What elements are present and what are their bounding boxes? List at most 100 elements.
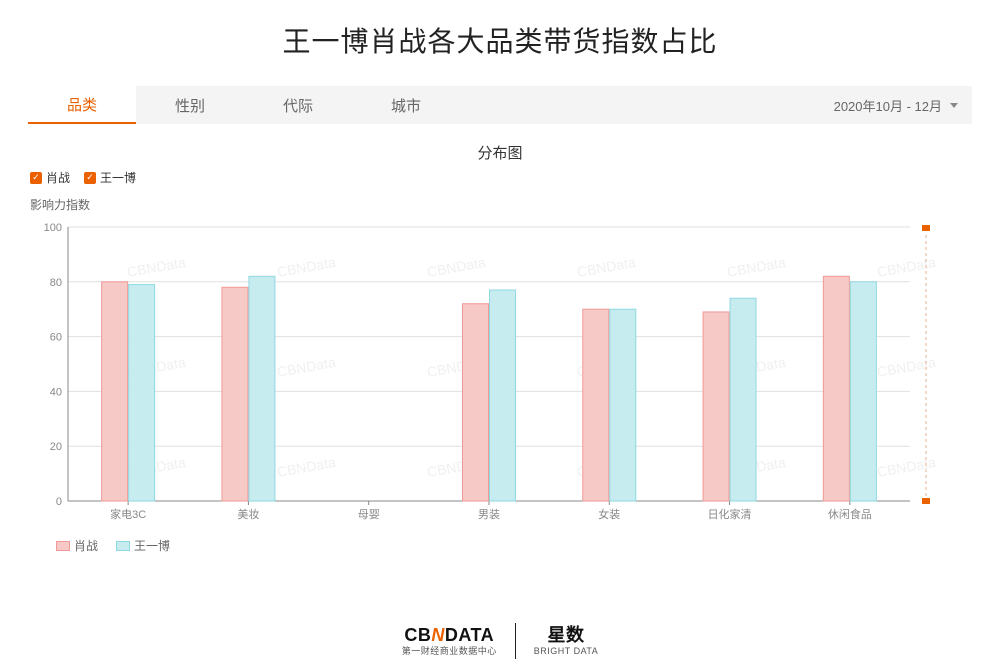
y-tick-label: 40 — [50, 386, 62, 398]
range-handle-top[interactable] — [922, 225, 930, 231]
legend-swatch — [116, 541, 130, 551]
range-track — [926, 361, 927, 364]
watermark: CBNData — [126, 254, 187, 280]
range-track — [926, 355, 927, 358]
legend-label: 肖战 — [46, 169, 70, 186]
range-track — [926, 241, 927, 244]
range-track — [926, 451, 927, 454]
watermark: CBNData — [876, 254, 937, 280]
legend-label: 王一博 — [100, 169, 136, 186]
range-track — [926, 253, 927, 256]
logo-cbndata: CBNDATA 第一财经商业数据中心 — [402, 625, 497, 657]
x-tick-label: 美妆 — [237, 508, 259, 521]
x-tick-label: 男装 — [478, 508, 500, 521]
range-track — [926, 409, 927, 412]
legend-swatch — [56, 541, 70, 551]
logo-separator — [515, 623, 516, 659]
bar — [129, 285, 155, 501]
y-tick-label: 60 — [50, 332, 62, 344]
range-track — [926, 457, 927, 460]
legend-bottom-item-1: 王一博 — [116, 537, 170, 554]
watermark: CBNData — [276, 454, 337, 480]
bar — [222, 287, 248, 501]
legend-bottom: 肖战 王一博 — [56, 537, 972, 554]
watermark: CBNData — [576, 254, 637, 280]
watermark: CBNData — [726, 254, 787, 280]
range-track — [926, 493, 927, 496]
tab-2[interactable]: 代际 — [244, 86, 352, 124]
bar — [463, 304, 489, 501]
range-track — [926, 349, 927, 352]
watermark: CBNData — [276, 354, 337, 380]
tab-3[interactable]: 城市 — [352, 86, 460, 124]
range-track — [926, 313, 927, 316]
range-track — [926, 445, 927, 448]
x-tick-label: 母婴 — [358, 508, 380, 521]
logo-text: CB — [404, 625, 431, 645]
legend-top-item-0[interactable]: ✓ 肖战 — [30, 169, 70, 186]
range-track — [926, 373, 927, 376]
legend-top-item-1[interactable]: ✓ 王一博 — [84, 169, 136, 186]
tab-0[interactable]: 品类 — [28, 86, 136, 124]
y-tick-label: 0 — [56, 496, 62, 508]
logo-text: DATA — [445, 625, 494, 645]
logo-xingshu: 星数 BRIGHT DATA — [534, 625, 599, 657]
range-track — [926, 379, 927, 382]
y-tick-label: 80 — [50, 277, 62, 289]
range-track — [926, 475, 927, 478]
chart-subtitle: 分布图 — [28, 142, 972, 163]
range-track — [926, 415, 927, 418]
range-track — [926, 289, 927, 292]
legend-label: 肖战 — [74, 537, 98, 554]
legend-top: ✓ 肖战 ✓ 王一博 — [30, 169, 972, 186]
tab-1[interactable]: 性别 — [136, 86, 244, 124]
range-track — [926, 469, 927, 472]
logo-text: 星数 — [548, 625, 585, 647]
checkbox-icon: ✓ — [84, 172, 96, 184]
range-track — [926, 277, 927, 280]
footer-logos: CBNDATA 第一财经商业数据中心 星数 BRIGHT DATA — [0, 623, 1000, 659]
legend-label: 王一博 — [134, 537, 170, 554]
range-track — [926, 385, 927, 388]
y-tick-label: 20 — [50, 441, 62, 453]
range-track — [926, 319, 927, 322]
range-track — [926, 391, 927, 394]
range-track — [926, 427, 927, 430]
logo-subtitle: 第一财经商业数据中心 — [402, 646, 497, 657]
range-track — [926, 481, 927, 484]
bar — [703, 312, 729, 501]
bar — [102, 282, 128, 501]
range-track — [926, 331, 927, 334]
range-track — [926, 403, 927, 406]
range-track — [926, 271, 927, 274]
logo-accent: N — [431, 625, 445, 645]
bar — [610, 309, 636, 501]
legend-bottom-item-0: 肖战 — [56, 537, 98, 554]
page-title: 王一博肖战各大品类带货指数占比 — [28, 20, 972, 60]
range-track — [926, 433, 927, 436]
range-track — [926, 259, 927, 262]
bar-chart: CBNData CBNData CBNData CBNData CBNData CBNDa… — [38, 217, 938, 527]
checkbox-icon: ✓ — [30, 172, 42, 184]
x-tick-label: 家电3C — [110, 507, 146, 521]
x-tick-label: 日化家清 — [708, 507, 752, 521]
range-track — [926, 367, 927, 370]
watermark: CBNData — [876, 354, 937, 380]
bar — [490, 290, 516, 501]
chart-area: CBNData CBNData CBNData CBNData CBNData CBNDa… — [38, 217, 938, 527]
bar — [249, 276, 275, 501]
watermark: CBNData — [876, 454, 937, 480]
date-range-label: 2020年10月 - 12月 — [834, 96, 942, 115]
date-range-select[interactable]: 2020年10月 - 12月 — [820, 86, 972, 124]
range-track — [926, 307, 927, 310]
tab-spacer — [460, 86, 820, 124]
bar — [850, 282, 876, 501]
range-track — [926, 295, 927, 298]
range-track — [926, 439, 927, 442]
bar — [823, 276, 849, 501]
range-track — [926, 235, 927, 238]
range-handle-bottom[interactable] — [922, 498, 930, 504]
x-tick-label: 女装 — [598, 507, 620, 521]
range-track — [926, 421, 927, 424]
bar — [730, 298, 756, 501]
